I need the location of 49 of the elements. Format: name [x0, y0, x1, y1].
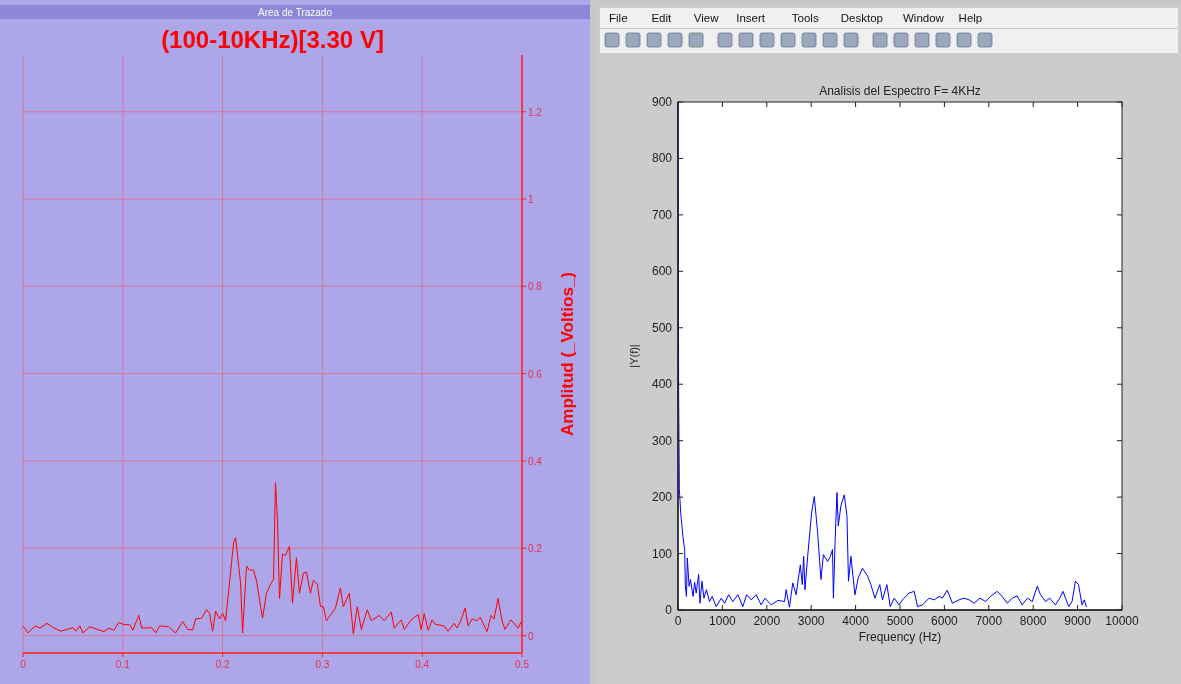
- x-tick-label: 5000: [886, 614, 914, 628]
- y-tick-label: 400: [651, 377, 673, 392]
- y-tick-label: 0.6: [528, 368, 543, 380]
- x-tick-label: 7000: [975, 614, 1003, 628]
- y-tick-label: 300: [651, 433, 673, 448]
- y-axis-title: Amplitud (_Voltios_): [558, 271, 577, 437]
- y-tick-label: 0.2: [528, 543, 543, 555]
- y-tick-label: 1: [528, 194, 534, 206]
- y-tick-label: 0.4: [528, 455, 543, 467]
- y-tick-label: 0.8: [528, 281, 543, 293]
- text: Desktop: [840, 12, 883, 24]
- y-tick-label: 200: [651, 490, 673, 505]
- y-tick-label: 600: [651, 264, 673, 279]
- x-tick-label: 0.3: [315, 659, 330, 670]
- y-tick-label: 900: [651, 95, 673, 109]
- x-tick-label: 0: [674, 614, 682, 628]
- x-tick-label: 0.5: [515, 659, 530, 670]
- x-tick-label: 0: [20, 659, 27, 670]
- text: Tools: [791, 12, 819, 24]
- text: Help: [958, 12, 983, 24]
- x-tick-label: 9000: [1064, 614, 1092, 628]
- y-tick-label: 100: [651, 546, 673, 561]
- y-tick-label: 700: [651, 207, 673, 222]
- text: File: [609, 12, 628, 24]
- x-tick-label: 0.2: [215, 659, 230, 670]
- x-tick-label: 6000: [931, 614, 959, 628]
- y-tick-label: 500: [651, 320, 673, 335]
- x-axis-title: Frequency (Hz): [858, 630, 942, 644]
- x-tick-label: 3000: [797, 614, 825, 628]
- text: Edit: [651, 12, 673, 24]
- x-tick-label: 4000: [842, 614, 870, 628]
- text: View: [693, 12, 720, 24]
- x-tick-label: 1000: [709, 614, 737, 628]
- y-tick-label: 0: [528, 630, 534, 642]
- x-tick-label: 2000: [753, 614, 781, 628]
- text: Window: [903, 12, 945, 24]
- y-tick-label: 0: [665, 603, 673, 617]
- x-tick-label: 8000: [1019, 614, 1047, 628]
- x-tick-label: 0.1: [115, 659, 131, 670]
- text: Insert: [736, 12, 766, 24]
- x-tick-label: 0.4: [415, 659, 430, 670]
- text: Area de Trazado: [258, 7, 333, 18]
- line-series: [22, 482, 523, 635]
- chart-title: (100-10KHz)[3.30 V]: [161, 26, 384, 53]
- y-axis-title: |Y(f)|: [628, 344, 640, 368]
- x-tick-label: 10000: [1105, 614, 1140, 628]
- y-tick-label: 800: [651, 151, 673, 166]
- y-tick-label: 1.2: [528, 106, 543, 118]
- chart-title: Analisis del Espectro F= 4KHz: [819, 84, 981, 98]
